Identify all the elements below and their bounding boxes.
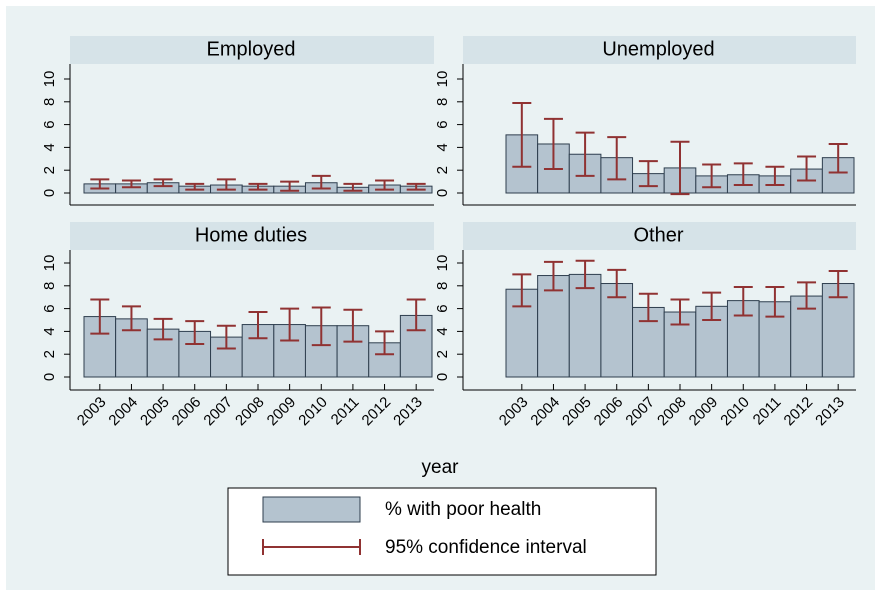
legend-label: 95% confidence interval — [385, 537, 587, 558]
error-bar — [311, 306, 331, 347]
error-bar — [375, 330, 395, 356]
error-bar — [607, 268, 627, 299]
error-bar — [90, 298, 110, 335]
y-tick-label: 6 — [434, 304, 451, 312]
error-bar — [153, 178, 173, 188]
error-bar — [512, 273, 532, 308]
y-tick-label: 8 — [41, 98, 58, 106]
error-bar — [543, 117, 563, 171]
panel-header — [463, 36, 856, 64]
error-bar — [280, 180, 300, 192]
error-bar — [575, 131, 595, 177]
error-bar — [406, 298, 426, 332]
error-bar — [765, 165, 785, 187]
x-axis-label: year — [422, 457, 460, 478]
y-tick-label: 10 — [41, 255, 58, 272]
error-bar — [733, 162, 753, 187]
y-tick-label: 6 — [434, 120, 451, 128]
panel-title: Employed — [207, 38, 296, 60]
y-tick-label: 6 — [41, 304, 58, 312]
y-tick-label: 8 — [434, 282, 451, 290]
error-bar — [638, 292, 658, 323]
error-bar — [670, 140, 690, 196]
panel-title: Home duties — [195, 224, 307, 246]
error-bar — [607, 136, 627, 181]
y-tick-label: 2 — [434, 166, 451, 174]
error-bar — [543, 260, 563, 292]
error-bar — [828, 269, 848, 299]
error-bar — [280, 307, 300, 342]
error-bar — [702, 163, 722, 189]
y-tick-label: 10 — [434, 255, 451, 272]
y-tick-label: 4 — [434, 327, 451, 335]
y-tick-label: 2 — [434, 350, 451, 358]
error-bar — [153, 317, 173, 341]
bar — [821, 157, 855, 194]
error-bar — [797, 281, 817, 310]
legend-label: % with poor health — [385, 499, 541, 520]
y-tick-label: 0 — [434, 373, 451, 381]
bar — [821, 283, 855, 378]
panel-title: Unemployed — [602, 38, 714, 60]
panel-header — [70, 222, 434, 250]
error-bar — [375, 179, 395, 191]
error-bar — [185, 320, 205, 345]
legend-swatch — [262, 496, 361, 523]
y-tick-label: 4 — [41, 143, 58, 151]
error-bar — [765, 285, 785, 318]
panel-header — [70, 36, 434, 64]
y-tick-label: 2 — [41, 350, 58, 358]
error-bar — [343, 308, 363, 343]
y-tick-label: 10 — [41, 71, 58, 88]
panel-header — [463, 222, 856, 250]
error-bar — [670, 298, 690, 326]
panel-title: Other — [633, 224, 683, 246]
error-bar — [248, 182, 268, 191]
error-bar — [797, 155, 817, 182]
y-tick-label: 2 — [41, 166, 58, 174]
y-tick-label: 8 — [434, 98, 451, 106]
bar — [568, 273, 602, 378]
error-bar — [575, 259, 595, 290]
error-bar — [121, 179, 141, 189]
error-bar — [216, 178, 236, 191]
y-tick-label: 4 — [41, 327, 58, 335]
error-bar — [343, 182, 363, 192]
error-bar — [512, 101, 532, 168]
bar — [600, 283, 634, 378]
error-bar — [733, 285, 753, 317]
error-bar — [248, 311, 268, 340]
y-tick-label: 0 — [434, 189, 451, 197]
y-tick-label: 6 — [41, 120, 58, 128]
error-bar — [185, 182, 205, 191]
error-bar — [311, 174, 331, 190]
error-bar — [216, 324, 236, 350]
error-bar — [638, 160, 658, 188]
error-bar — [121, 305, 141, 332]
error-bar — [828, 142, 848, 174]
error-bar — [90, 178, 110, 190]
error-bar — [702, 291, 722, 321]
y-tick-label: 8 — [41, 282, 58, 290]
error-bar — [406, 182, 426, 191]
y-tick-label: 4 — [434, 143, 451, 151]
y-tick-label: 0 — [41, 189, 58, 197]
y-tick-label: 10 — [434, 71, 451, 88]
legend-swatch — [262, 539, 361, 555]
y-tick-label: 0 — [41, 373, 58, 381]
